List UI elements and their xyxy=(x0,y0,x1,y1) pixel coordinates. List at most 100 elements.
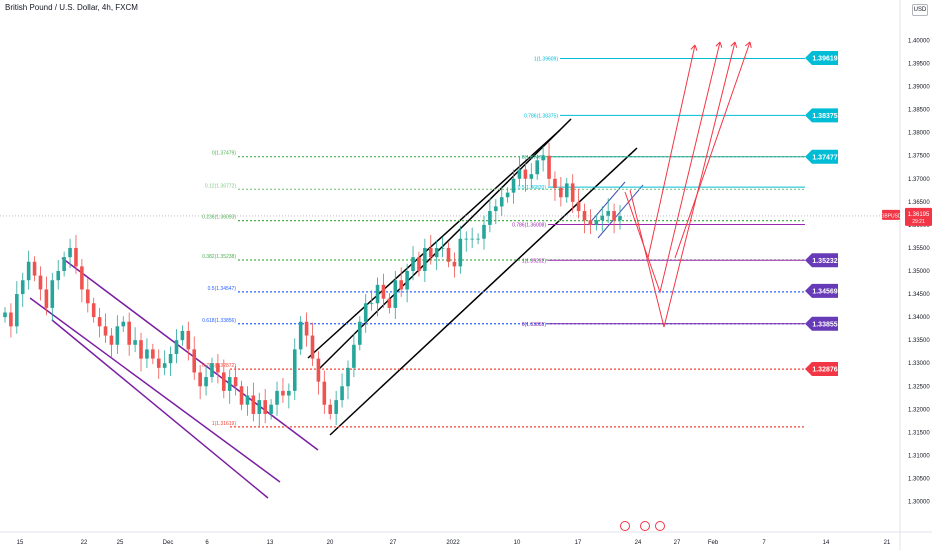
candle-body xyxy=(91,303,96,318)
candle-body xyxy=(15,294,19,327)
candle-body xyxy=(517,169,522,179)
candle-body xyxy=(482,224,486,239)
price-callout xyxy=(805,149,838,164)
candle-body xyxy=(310,335,315,359)
candle-body xyxy=(505,192,510,198)
fib-small-label: 0.5(1.36820) xyxy=(518,185,547,191)
y-tick-label: 1.36500 xyxy=(908,200,930,206)
candle-body xyxy=(139,340,143,359)
candle-body xyxy=(423,247,427,271)
candle-body xyxy=(210,363,214,378)
candle-body xyxy=(458,238,463,267)
candle-body xyxy=(133,340,137,345)
price-callout-label: 1.35232 xyxy=(812,258,837,265)
candle-body xyxy=(287,390,291,396)
candle-body xyxy=(292,349,297,391)
candle-body xyxy=(381,284,386,299)
x-tick-label: 27 xyxy=(390,540,397,546)
candle-body xyxy=(612,211,616,221)
price-tag xyxy=(905,207,932,226)
candle-body xyxy=(298,321,303,350)
candle-body xyxy=(511,178,516,193)
candle-body xyxy=(281,390,285,396)
candle-body xyxy=(411,257,415,271)
candle-body xyxy=(74,247,78,267)
x-tick-label: 17 xyxy=(575,540,582,546)
y-tick-label: 1.31500 xyxy=(908,430,930,436)
candle-body xyxy=(535,160,540,175)
candle-body xyxy=(440,247,445,249)
y-tick-label: 1.37000 xyxy=(908,177,930,183)
symbol-tag xyxy=(882,209,900,220)
candle-body xyxy=(476,238,480,240)
y-tick-label: 1.33000 xyxy=(908,361,930,367)
y-tick-label: 1.34000 xyxy=(908,315,930,321)
candle-body xyxy=(162,363,167,368)
candle-body xyxy=(559,188,563,198)
x-tick-label: 14 xyxy=(823,540,830,546)
candle-body xyxy=(606,211,610,216)
candle-body xyxy=(470,238,474,240)
x-tick-label: 22 xyxy=(81,540,88,546)
candle-body xyxy=(168,354,173,364)
candle-body xyxy=(227,377,232,391)
candle-body xyxy=(316,358,321,382)
arrow-head xyxy=(690,44,698,51)
y-tick-label: 1.40000 xyxy=(908,38,930,44)
candle-body xyxy=(428,247,433,258)
x-tick-label: Feb xyxy=(708,540,719,546)
candle-body xyxy=(594,220,599,225)
candle-body xyxy=(145,349,149,359)
candle-body xyxy=(334,400,338,414)
candle-body xyxy=(576,201,581,212)
candle-body xyxy=(494,206,498,212)
x-tick-label: 15 xyxy=(17,540,24,546)
candle-body xyxy=(446,247,451,262)
candle-body xyxy=(275,390,279,405)
candle-body xyxy=(251,395,256,414)
candle-body xyxy=(68,247,72,258)
projection-arrow xyxy=(624,41,721,294)
candle-body xyxy=(20,280,25,295)
candle-body xyxy=(393,280,398,308)
currency-button[interactable]: USD xyxy=(912,4,928,16)
candle-body xyxy=(570,183,575,202)
arrow-head xyxy=(730,41,738,48)
descending-channel-line xyxy=(61,257,319,451)
candle-body xyxy=(233,377,238,387)
candle-body xyxy=(464,238,469,240)
fib-level-label: 0(1.37479) xyxy=(212,151,237,157)
candle-body xyxy=(564,183,569,198)
y-tick-label: 1.31000 xyxy=(908,453,930,459)
candle-body xyxy=(180,330,185,341)
fib-level-label: 0.5(1.34547) xyxy=(208,286,237,292)
price-callout xyxy=(805,108,838,123)
y-tick-label: 1.32000 xyxy=(908,407,930,413)
x-tick-label: 13 xyxy=(267,540,274,546)
candle-body xyxy=(239,386,244,405)
x-tick-label: 7 xyxy=(762,540,766,546)
candle-body xyxy=(38,275,43,290)
candle-body xyxy=(588,220,593,225)
candle-body xyxy=(151,349,155,359)
y-tick-label: 1.37500 xyxy=(908,154,930,160)
x-tick-label: 24 xyxy=(635,540,642,546)
price-callout-label: 1.37477 xyxy=(812,154,837,161)
y-tick-label: 1.35000 xyxy=(908,269,930,275)
candle-body xyxy=(103,326,108,336)
candle-body xyxy=(109,335,114,345)
candle-body xyxy=(375,284,380,304)
event-marker-icon xyxy=(620,521,630,531)
y-tick-label: 1.38500 xyxy=(908,108,930,114)
candle-body xyxy=(121,321,126,327)
flag-line xyxy=(597,184,644,239)
x-tick-label: 25 xyxy=(117,540,124,546)
candle-body xyxy=(417,257,421,271)
fib-extension-label: 0.786(1.38375) xyxy=(524,113,558,119)
candle-body xyxy=(50,280,55,308)
candle-body xyxy=(618,216,622,221)
price-callout xyxy=(805,51,838,66)
candle-body xyxy=(434,247,439,258)
price-tag-label: 1.36195 xyxy=(908,212,930,218)
